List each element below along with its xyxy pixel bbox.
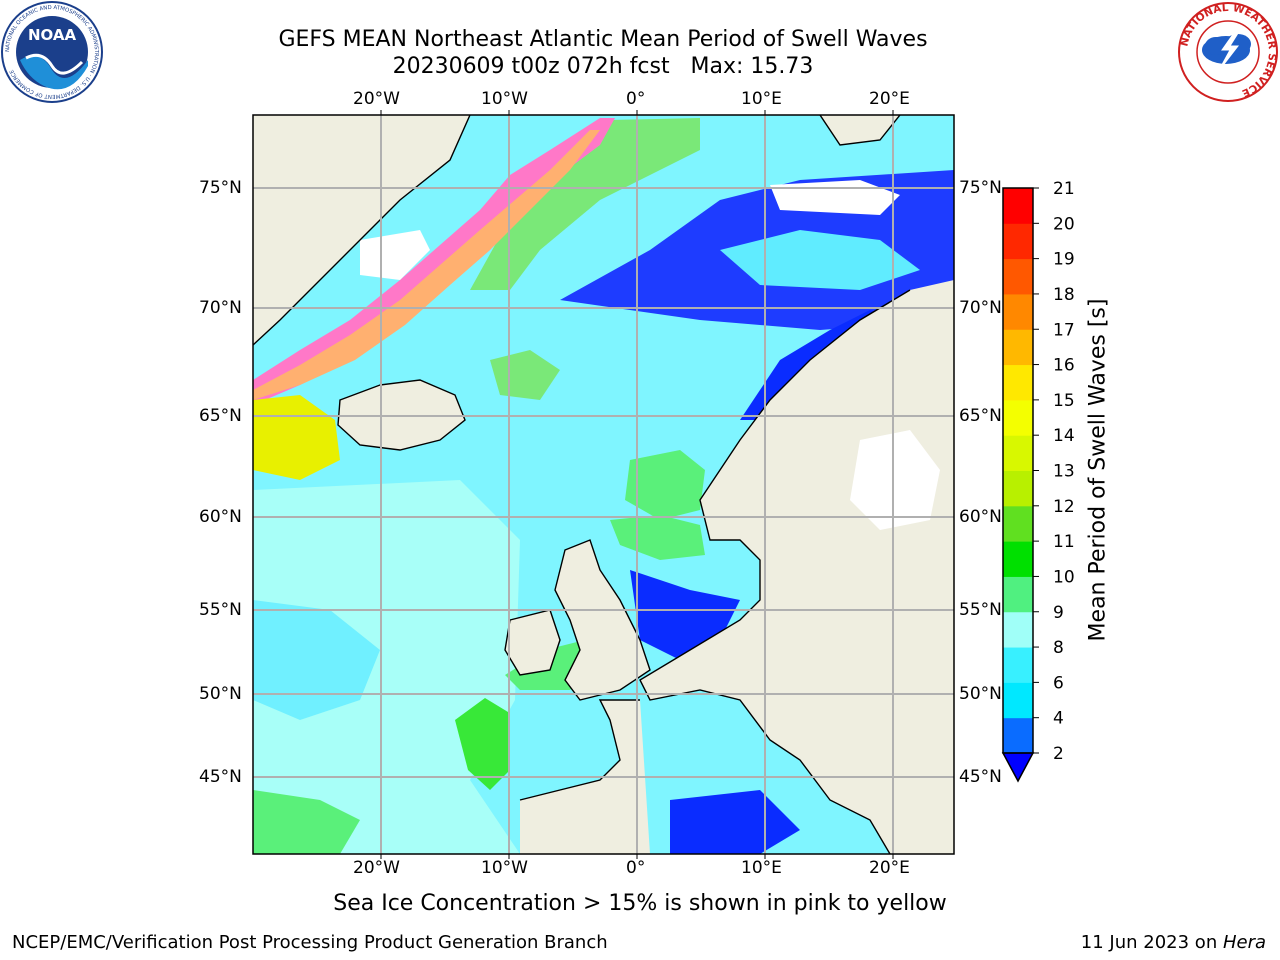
colorbar-tick-label: 12 <box>1053 497 1075 517</box>
colorbar-extend-arrow <box>1001 752 1035 783</box>
colorbar-tick-label: 19 <box>1053 250 1075 270</box>
lat-label-right: 65°N <box>959 406 1002 426</box>
colorbar-color-blocks <box>1003 188 1033 754</box>
swell-field-green-sw <box>253 790 360 854</box>
colorbar-tick-label: 11 <box>1053 532 1075 552</box>
colorbar-tick-label: 2 <box>1053 744 1064 764</box>
swell-field-green-norwegian <box>490 350 560 400</box>
swell-field-blue-mediterranean <box>670 790 800 854</box>
map-title: GEFS MEAN Northeast Atlantic Mean Period… <box>278 27 928 52</box>
colorbar-block <box>1003 435 1033 471</box>
forecast-subtitle: 20230609 t00z 072h fcst Max: 15.73 <box>392 54 814 79</box>
colorbar-block <box>1003 576 1033 613</box>
lon-label-bottom: 20°E <box>869 858 910 878</box>
colorbar-tick-label: 10 <box>1053 567 1075 587</box>
lon-label-bottom: 10°W <box>481 858 528 878</box>
land-scandinavia <box>640 280 954 854</box>
lat-label-right: 45°N <box>959 767 1002 787</box>
axis-ticks <box>380 110 894 859</box>
lat-label-right: 60°N <box>959 507 1002 527</box>
lat-label-right: 55°N <box>959 600 1002 620</box>
producer-credit: NCEP/EMC/Verification Post Processing Pr… <box>12 932 608 953</box>
lat-label-right: 50°N <box>959 684 1002 704</box>
colorbar-tick-label: 8 <box>1053 638 1064 658</box>
lon-label-top: 20°W <box>353 89 400 109</box>
lat-label-left: 75°N <box>199 178 242 198</box>
swell-field-mid-atlantic <box>253 600 380 720</box>
land-greenland <box>253 115 470 345</box>
lon-label-bottom: 10°E <box>741 858 782 878</box>
colorbar-tick-label: 21 <box>1053 179 1075 199</box>
colorbar-title: Mean Period of Swell Waves [s] <box>1085 298 1111 642</box>
lat-label-left: 65°N <box>199 406 242 426</box>
colorbar-tick-label: 13 <box>1053 462 1075 482</box>
swell-field-green-bay <box>455 698 510 790</box>
swell-field-green-north-sea <box>625 450 705 520</box>
colorbar-tick-label: 4 <box>1053 709 1064 729</box>
colorbar-block <box>1003 364 1033 401</box>
colorbar-block <box>1003 541 1033 577</box>
colorbar-tick-label: 16 <box>1053 356 1075 376</box>
colorbar-block <box>1003 188 1033 224</box>
swell-field-light-sw <box>253 480 520 854</box>
colorbar-block <box>1003 293 1033 330</box>
generation-date: 11 Jun 2023 on Hera <box>1081 932 1266 954</box>
colorbar-block <box>1003 647 1033 683</box>
lon-label-top: 10°W <box>481 89 528 109</box>
lat-label-right: 75°N <box>959 178 1002 198</box>
colorbar-block <box>1003 258 1033 295</box>
colorbar: 2 4 6 8 9 10 11 12 13 14 15 16 17 18 19 20 21 <box>1001 179 1075 783</box>
land-great-britain <box>555 540 650 700</box>
no-data-patch-baltic <box>850 430 940 530</box>
lon-label-bottom: 20°W <box>353 858 400 878</box>
lat-label-left: 70°N <box>199 298 242 318</box>
lat-label-left: 50°N <box>199 684 242 704</box>
sea-ice-note: Sea Ice Concentration > 15% is shown in … <box>333 891 947 916</box>
colorbar-block <box>1003 223 1033 260</box>
lat-label-right: 70°N <box>959 298 1002 318</box>
colorbar-block <box>1003 505 1033 542</box>
colorbar-block <box>1003 611 1033 648</box>
nws-logo: NATIONAL WEATHER SERVICE <box>1178 2 1278 102</box>
colorbar-block <box>1003 717 1033 754</box>
lon-label-bottom: 0° <box>626 858 646 878</box>
sea-ice-band-outer <box>253 118 615 405</box>
lon-label-top: 20°E <box>869 89 910 109</box>
lon-label-top: 0° <box>626 89 646 109</box>
colorbar-tick-label: 15 <box>1053 391 1075 411</box>
colorbar-block <box>1003 682 1033 719</box>
lon-label-top: 10°E <box>741 89 782 109</box>
colorbar-tick-label: 20 <box>1053 214 1075 234</box>
colorbar-tick-label: 17 <box>1053 320 1075 340</box>
swell-field-green-skagerrak <box>610 515 705 560</box>
colorbar-block <box>1003 470 1033 507</box>
colorbar-tick-label: 6 <box>1053 673 1064 693</box>
colorbar-ticks: 2 4 6 8 9 10 11 12 13 14 15 16 17 18 19 20 21 <box>1033 179 1075 764</box>
lat-label-left: 60°N <box>199 507 242 527</box>
colorbar-tick-label: 14 <box>1053 426 1075 446</box>
land-ireland <box>505 610 560 675</box>
host-name: Hera <box>1222 932 1266 953</box>
colorbar-block <box>1003 399 1033 436</box>
land-iberia-france <box>520 700 650 854</box>
lat-label-left: 55°N <box>199 600 242 620</box>
map-frame <box>252 114 955 855</box>
lat-label-left: 45°N <box>199 767 242 787</box>
generation-date-text: 11 Jun 2023 on <box>1080 932 1223 953</box>
colorbar-tick-label: 18 <box>1053 285 1075 305</box>
noaa-logo-text: NOAA <box>28 26 77 44</box>
land-svalbard <box>820 115 900 145</box>
swell-field-green-north <box>470 118 700 290</box>
colorbar-tick-label: 9 <box>1053 603 1064 623</box>
noaa-logo: NOAA NATIONAL OCEANIC AND ATMOSPHERIC AD… <box>1 1 103 103</box>
no-data-patch-denmark-strait <box>360 230 430 280</box>
sea-ice-band-inner <box>253 130 600 400</box>
graticule <box>253 115 954 854</box>
colorbar-block <box>1003 329 1033 366</box>
swell-field-cyan-barents <box>720 230 920 290</box>
